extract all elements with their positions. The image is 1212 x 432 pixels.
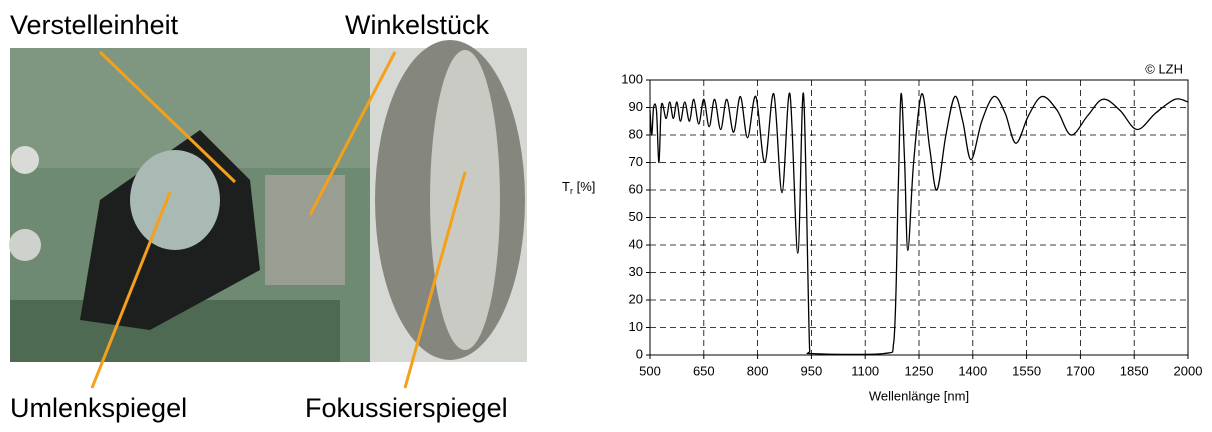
photo [9, 40, 527, 362]
callouts [90, 50, 467, 389]
y-tick-label: 40 [629, 236, 643, 251]
callout-line [308, 51, 397, 216]
callout-line [98, 50, 237, 184]
y-tick-label: 70 [629, 154, 643, 169]
photo-label: Fokussierspiegel [305, 393, 508, 423]
y-tick-label: 0 [636, 346, 643, 361]
x-tick-label: 500 [639, 363, 661, 378]
y-tick-label: 50 [629, 209, 643, 224]
y-tick-label: 30 [629, 264, 643, 279]
y-tick-label: 10 [629, 319, 643, 334]
line-series [649, 92, 1189, 356]
x-tick-label: 800 [747, 363, 769, 378]
x-tick-label: 1700 [1066, 363, 1095, 378]
plot-frame [649, 79, 1189, 356]
annotation: © LZH [1145, 61, 1183, 76]
y-axis-label: Tr [%] [562, 179, 595, 196]
x-tick-label: 1550 [1012, 363, 1041, 378]
x-tick-label: 950 [801, 363, 823, 378]
photo-label: Verstelleinheit [10, 10, 179, 40]
x-tick-label: 2000 [1174, 363, 1203, 378]
x-tick-label: 1400 [958, 363, 987, 378]
callout-line [90, 191, 172, 389]
y-tick-label: 80 [629, 126, 643, 141]
y-tick-label: 20 [629, 291, 643, 306]
x-tick-label: 1100 [851, 363, 879, 378]
callout-line [403, 171, 467, 389]
x-tick-label: 1850 [1120, 363, 1149, 378]
y-tick-label: 60 [629, 181, 643, 196]
x-tick-label: 650 [693, 363, 715, 378]
y-tick-label: 100 [621, 71, 643, 86]
x-tick-label: 1250 [905, 363, 934, 378]
photo-label: Winkelstück [345, 10, 490, 40]
y-tick-label: 90 [629, 99, 643, 114]
x-axis-label: Wellenlänge [nm] [869, 388, 969, 403]
photo-label: Umlenkspiegel [10, 393, 187, 423]
